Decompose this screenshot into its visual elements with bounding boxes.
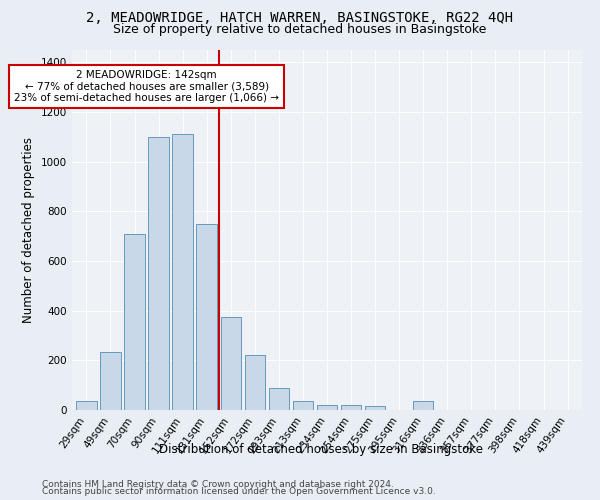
Bar bbox=[269, 388, 289, 410]
Text: 2, MEADOWRIDGE, HATCH WARREN, BASINGSTOKE, RG22 4QH: 2, MEADOWRIDGE, HATCH WARREN, BASINGSTOK… bbox=[86, 11, 514, 25]
Bar bbox=[293, 402, 313, 410]
Bar bbox=[124, 234, 145, 410]
Bar bbox=[148, 137, 169, 410]
Text: Contains HM Land Registry data © Crown copyright and database right 2024.: Contains HM Land Registry data © Crown c… bbox=[42, 480, 394, 489]
Bar bbox=[172, 134, 193, 410]
Bar bbox=[317, 405, 337, 410]
Text: Contains public sector information licensed under the Open Government Licence v3: Contains public sector information licen… bbox=[42, 487, 436, 496]
Bar bbox=[196, 224, 217, 410]
Bar bbox=[413, 402, 433, 410]
Bar bbox=[245, 356, 265, 410]
Y-axis label: Number of detached properties: Number of detached properties bbox=[22, 137, 35, 323]
Bar bbox=[365, 406, 385, 410]
Bar bbox=[100, 352, 121, 410]
Text: Distribution of detached houses by size in Basingstoke: Distribution of detached houses by size … bbox=[159, 442, 483, 456]
Text: Size of property relative to detached houses in Basingstoke: Size of property relative to detached ho… bbox=[113, 22, 487, 36]
Bar bbox=[221, 317, 241, 410]
Text: 2 MEADOWRIDGE: 142sqm
← 77% of detached houses are smaller (3,589)
23% of semi-d: 2 MEADOWRIDGE: 142sqm ← 77% of detached … bbox=[14, 70, 279, 103]
Bar bbox=[76, 402, 97, 410]
Bar bbox=[341, 405, 361, 410]
